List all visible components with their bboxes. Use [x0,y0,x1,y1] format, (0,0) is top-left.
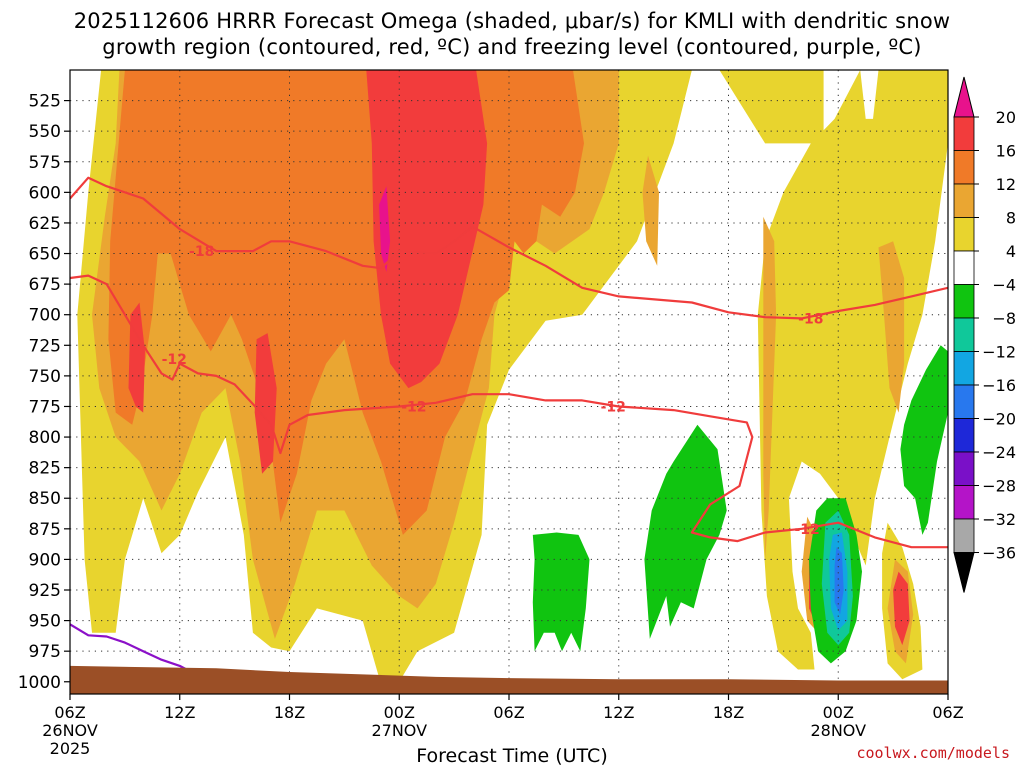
x-tick-label: 06Z [54,703,85,722]
x-tick-label: 00Z [823,703,854,722]
y-tick-label: 825 [29,459,61,479]
omega-region [254,333,277,474]
y-tick-label: 575 [29,153,61,173]
x-year-label: 2025 [50,739,91,758]
colorbar-segment [953,217,975,252]
contour-line [70,623,199,677]
y-tick-label: 725 [29,336,61,356]
omega-region [141,70,213,291]
y-tick-label: 850 [29,489,61,509]
contour-line [70,274,948,549]
colorbar-arrow-bottom [953,552,975,593]
colorbar-label: −36 [982,544,1016,563]
y-tick-label: 550 [29,122,61,142]
y-tick-label: 700 [29,306,61,326]
contour-label: -12 [162,352,187,368]
colorbar-label: 20 [996,108,1016,127]
colorbar-label: 4 [1006,242,1016,261]
colorbar-label: −12 [982,343,1016,362]
x-date-label: 28NOV [810,721,866,740]
omega-region [900,345,948,535]
y-tick-label: 1000 [18,673,61,693]
x-tick-label: 06Z [932,703,963,722]
omega-region [532,532,590,652]
y-tick-label: 525 [29,92,61,112]
colorbar-segment [953,317,975,352]
contour-label: -12 [401,399,426,415]
colorbar-segment [953,250,975,285]
y-tick-label: 875 [29,520,61,540]
chart-title-line1: 2025112606 HRRR Forecast Omega (shaded, … [73,9,951,33]
grid-lines [70,70,948,694]
colorbar-label: −4 [992,276,1016,295]
colorbar-label: −32 [982,510,1016,529]
omega-region [763,216,777,560]
x-tick-label: 18Z [274,703,305,722]
contour-label: -12 [601,399,626,415]
colorbar-segment [953,518,975,553]
omega-region [878,241,905,413]
colorbar-label: 12 [996,175,1016,194]
colorbar-label: −8 [992,309,1016,328]
x-axis-title: Forecast Time (UTC) [416,745,608,767]
colorbar-segment [953,485,975,520]
y-axis: 525 550 575 600 625 650 675 700 725 750 775 800 825 8… [18,92,70,693]
omega-region [379,186,391,272]
colorbar-segment [953,183,975,218]
terrain-fill [70,665,948,694]
colorbar-label: 16 [996,142,1016,161]
y-tick-label: 925 [29,581,61,601]
x-tick-label: 12Z [164,703,195,722]
omega-region [128,302,145,413]
colorbar-segment [953,451,975,486]
contour-line [70,176,948,320]
omega-region [366,70,488,389]
colorbar-segment [953,150,975,185]
contour-label: -12 [795,522,820,538]
x-tick-label: 12Z [603,703,634,722]
credit-text: coolwx.com/models [856,744,1010,762]
colorbar-segment [953,351,975,386]
y-tick-label: 800 [29,428,61,448]
colorbar-segment [953,116,975,151]
x-tick-label: 00Z [384,703,415,722]
colorbar-label: −20 [982,410,1016,429]
omega-shading [77,70,948,685]
x-tick-label: 18Z [713,703,744,722]
y-tick-label: 675 [29,275,61,295]
y-tick-label: 975 [29,642,61,662]
omega-region [644,424,727,639]
omega-region [642,155,659,266]
y-tick-label: 650 [29,245,61,265]
x-date-label: 26NOV [42,721,98,740]
y-tick-label: 900 [29,550,61,570]
contour-label: -18 [189,244,214,260]
colorbar-segment [953,418,975,453]
colorbar-label: 8 [1006,209,1016,228]
y-tick-label: 750 [29,367,61,387]
colorbar-segment [953,384,975,419]
x-date-label: 27NOV [371,721,427,740]
y-tick-label: 950 [29,612,61,632]
chart-title-line2: growth region (contoured, red, ºC) and f… [102,35,922,59]
omega-region [834,547,844,615]
omega-region [893,571,910,646]
y-tick-label: 625 [29,214,61,234]
colorbar-label: −16 [982,376,1016,395]
colorbar-label: −24 [982,443,1016,462]
contour-label: -18 [798,311,823,327]
omega-region [757,70,948,670]
y-tick-label: 600 [29,183,61,203]
colorbar-label: −28 [982,477,1016,496]
temperature-contours: -18 -18 -12 -12 -12 -12 [70,176,948,677]
colorbar-arrow-top [953,76,975,118]
y-tick-label: 775 [29,397,61,417]
x-tick-label: 06Z [493,703,524,722]
colorbar-segment [953,284,975,319]
colorbar: 20 16 12 8 4 −4 −8 −12 −16 −20 −24 −28 −32 −36 [953,76,1016,593]
